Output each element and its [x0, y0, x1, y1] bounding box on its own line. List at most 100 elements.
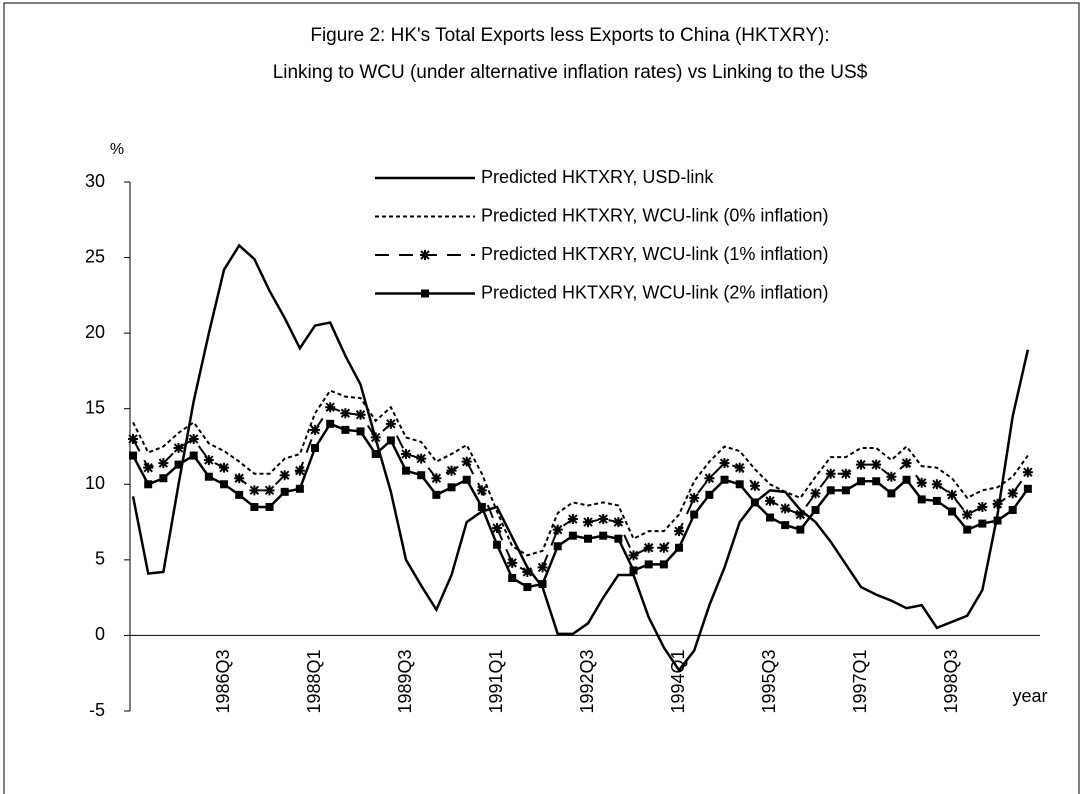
marker	[401, 449, 412, 460]
marker	[280, 487, 289, 496]
x-tick-label: 1997Q1	[850, 649, 870, 713]
marker	[250, 502, 259, 511]
marker	[766, 513, 775, 522]
marker	[1022, 467, 1033, 478]
marker	[840, 468, 851, 479]
legend-label: Predicted HKTXRY, WCU-link (2% inflation…	[481, 282, 828, 302]
marker	[537, 562, 548, 573]
marker	[204, 472, 213, 481]
marker	[932, 496, 941, 505]
marker	[977, 501, 988, 512]
marker	[765, 495, 776, 506]
marker	[385, 418, 396, 429]
marker	[174, 460, 183, 469]
marker	[476, 485, 487, 496]
marker	[461, 456, 472, 467]
y-tick-label: 5	[95, 549, 105, 569]
marker	[810, 488, 821, 499]
x-tick-label: 1991Q1	[486, 649, 506, 713]
marker	[826, 486, 835, 495]
marker	[583, 517, 594, 528]
x-tick-label: 1989Q3	[395, 649, 415, 713]
marker	[628, 550, 639, 561]
marker	[811, 505, 820, 514]
marker	[552, 524, 563, 535]
marker	[523, 583, 532, 592]
marker	[916, 477, 927, 488]
y-tick-label: 15	[85, 397, 105, 417]
marker	[492, 523, 503, 534]
marker	[675, 543, 684, 552]
marker	[1008, 505, 1017, 514]
y-tick-label: 30	[85, 171, 105, 191]
marker	[1007, 488, 1018, 499]
marker	[431, 473, 442, 484]
marker	[553, 542, 562, 551]
marker	[947, 489, 958, 500]
marker	[538, 580, 547, 589]
marker	[931, 479, 942, 490]
marker	[992, 498, 1003, 509]
marker	[203, 455, 214, 466]
marker	[993, 516, 1002, 525]
marker	[856, 459, 867, 470]
marker	[143, 462, 154, 473]
marker	[325, 402, 336, 413]
frame	[3, 2, 1080, 794]
marker	[370, 432, 381, 443]
marker	[598, 514, 609, 525]
marker	[643, 542, 654, 553]
y-tick-label: 25	[85, 246, 105, 266]
y-axis-label: %	[110, 141, 124, 158]
x-tick-label: 1986Q3	[213, 649, 233, 713]
marker	[568, 531, 577, 540]
marker	[249, 485, 260, 496]
marker	[493, 540, 502, 549]
marker	[264, 485, 275, 496]
legend-label: Predicted HKTXRY, WCU-link (1% inflation…	[481, 244, 828, 264]
marker	[962, 509, 973, 520]
marker	[416, 453, 427, 464]
marker	[477, 502, 486, 511]
marker	[159, 474, 168, 483]
marker	[735, 480, 744, 489]
marker	[887, 489, 896, 498]
marker	[749, 480, 760, 491]
marker	[508, 573, 517, 582]
marker	[1023, 484, 1032, 493]
marker	[158, 458, 169, 469]
x-tick-label: 1995Q3	[759, 649, 779, 713]
marker	[795, 509, 806, 520]
marker	[886, 471, 897, 482]
marker	[629, 566, 638, 575]
marker	[355, 409, 366, 420]
marker	[356, 427, 365, 436]
marker	[614, 534, 623, 543]
marker	[781, 521, 790, 530]
marker	[567, 514, 578, 525]
marker	[128, 433, 139, 444]
y-tick-label: 20	[85, 322, 105, 342]
marker	[689, 492, 700, 503]
marker	[872, 477, 881, 486]
marker	[279, 470, 290, 481]
marker	[690, 510, 699, 519]
series-line	[132, 389, 1029, 557]
y-tick-label: 0	[95, 624, 105, 644]
marker	[294, 465, 305, 476]
marker	[704, 473, 715, 484]
marker	[584, 534, 593, 543]
x-tick-label: 1992Q3	[577, 649, 597, 713]
y-tick-label: 10	[85, 473, 105, 493]
marker	[780, 503, 791, 514]
marker	[219, 462, 230, 473]
marker	[188, 433, 199, 444]
marker	[326, 419, 335, 428]
marker	[340, 408, 351, 419]
marker	[173, 443, 184, 454]
marker	[917, 495, 926, 504]
marker	[311, 444, 320, 453]
x-axis-label: year	[1012, 686, 1047, 706]
marker	[265, 502, 274, 511]
